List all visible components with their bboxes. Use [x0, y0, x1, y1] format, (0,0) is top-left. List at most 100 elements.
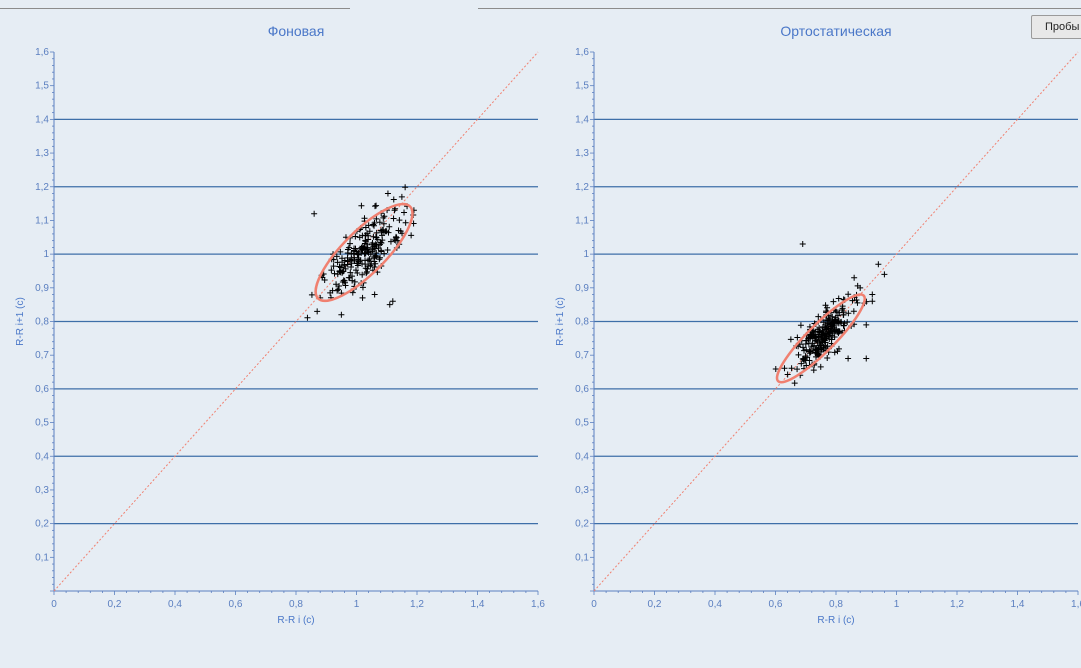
- data-point: [371, 245, 378, 252]
- y-tick-label: 1,5: [35, 81, 49, 92]
- data-point: [361, 244, 368, 251]
- data-point: [365, 249, 372, 256]
- data-point: [344, 261, 351, 268]
- data-point: [367, 262, 374, 269]
- data-point: [352, 267, 359, 274]
- data-point: [824, 355, 831, 362]
- data-point: [839, 305, 846, 312]
- data-point: [349, 277, 356, 284]
- data-point: [402, 184, 409, 191]
- y-tick-label: 0,7: [35, 350, 49, 361]
- data-point: [308, 291, 315, 298]
- data-point: [355, 249, 362, 256]
- top-border-right: [478, 8, 1081, 9]
- x-tick-label: 1,4: [471, 599, 485, 610]
- top-border-left: [0, 8, 350, 9]
- data-point: [359, 294, 366, 301]
- data-point: [371, 264, 378, 271]
- data-point: [830, 319, 837, 326]
- y-axis-label: R-R i+1 (c): [15, 297, 26, 346]
- data-point: [818, 334, 825, 341]
- data-point: [851, 274, 858, 281]
- data-point: [835, 295, 842, 302]
- y-tick-label: 0,3: [35, 485, 49, 496]
- x-tick-label: 0,8: [289, 599, 303, 610]
- data-point: [835, 345, 842, 352]
- y-tick-label: 0,4: [35, 451, 49, 462]
- data-point: [835, 318, 842, 325]
- data-point: [356, 234, 363, 241]
- chart-title: Фоновая: [268, 23, 325, 39]
- y-tick-label: 1,6: [35, 47, 49, 58]
- y-tick-label: 1,6: [575, 47, 589, 58]
- data-point: [390, 215, 397, 222]
- data-point: [371, 220, 378, 227]
- chart-panel-2: Ортостатическая 0,1 0,2 0,3 0,4 0,5 0,6 0,7 0,8 0…: [555, 23, 1081, 626]
- data-point: [875, 261, 882, 268]
- data-point: [831, 349, 838, 356]
- data-point: [863, 355, 870, 362]
- x-tick-label: 1,4: [1011, 599, 1025, 610]
- y-tick-label: 0,4: [575, 451, 589, 462]
- data-point: [376, 256, 383, 263]
- data-point: [373, 234, 380, 241]
- y-tick-label: 0,7: [575, 350, 589, 361]
- data-point: [869, 298, 876, 305]
- data-point: [818, 346, 825, 353]
- data-point: [344, 254, 351, 261]
- data-point: [798, 360, 805, 367]
- identity-line: [53, 51, 539, 592]
- y-tick-label: 1: [43, 249, 49, 260]
- data-point: [370, 221, 377, 228]
- data-point: [335, 286, 342, 293]
- data-point: [331, 270, 338, 277]
- x-tick-label: 0: [51, 599, 57, 610]
- scatter-ellipse: [314, 202, 414, 303]
- x-tick-label: 0,2: [648, 599, 662, 610]
- y-tick-label: 1,3: [35, 148, 49, 159]
- x-tick-label: 1: [894, 599, 900, 610]
- data-point: [817, 363, 824, 370]
- data-point: [854, 299, 861, 306]
- data-point: [840, 309, 847, 316]
- y-tick-label: 0,5: [575, 418, 589, 429]
- points-group: [772, 241, 888, 387]
- y-tick-label: 0,8: [575, 317, 589, 328]
- data-point: [810, 367, 817, 374]
- data-point: [358, 202, 365, 209]
- data-point: [362, 265, 369, 272]
- identity-line: [593, 51, 1079, 592]
- x-tick-label: 0,6: [229, 599, 243, 610]
- data-point: [811, 342, 818, 349]
- data-point: [366, 256, 373, 263]
- chart-title: Ортостатическая: [780, 23, 891, 39]
- y-tick-label: 0,9: [35, 283, 49, 294]
- data-point: [372, 252, 379, 259]
- data-point: [333, 253, 340, 260]
- data-point: [352, 245, 359, 252]
- data-point: [806, 357, 813, 364]
- data-point: [342, 282, 349, 289]
- data-point: [807, 348, 814, 355]
- x-axis-label: R-R i (c): [817, 615, 854, 626]
- data-point: [829, 322, 836, 329]
- data-point: [311, 210, 318, 217]
- data-point: [345, 244, 352, 251]
- data-point: [801, 347, 808, 354]
- y-tick-label: 1,4: [575, 114, 589, 125]
- data-point: [845, 291, 852, 298]
- data-point: [397, 228, 404, 235]
- data-point: [849, 297, 856, 304]
- data-point: [377, 254, 384, 261]
- data-point: [372, 203, 379, 210]
- data-point: [853, 297, 860, 304]
- data-point: [831, 333, 838, 340]
- data-point: [379, 232, 386, 239]
- data-point: [366, 228, 373, 235]
- data-point: [795, 351, 802, 358]
- data-point: [334, 287, 341, 294]
- data-point: [338, 311, 345, 318]
- data-point: [800, 344, 807, 351]
- probes-button[interactable]: Пробы: [1031, 15, 1081, 39]
- data-point: [825, 315, 832, 322]
